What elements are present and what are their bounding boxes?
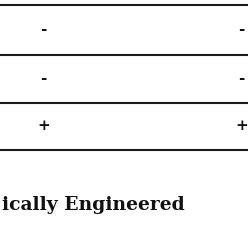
Text: ically Engineered: ically Engineered — [2, 196, 185, 214]
Text: -: - — [239, 72, 245, 86]
Text: -: - — [239, 23, 245, 37]
Text: +: + — [235, 120, 248, 133]
Text: +: + — [37, 120, 50, 133]
Text: -: - — [40, 23, 47, 37]
Text: -: - — [40, 72, 47, 86]
